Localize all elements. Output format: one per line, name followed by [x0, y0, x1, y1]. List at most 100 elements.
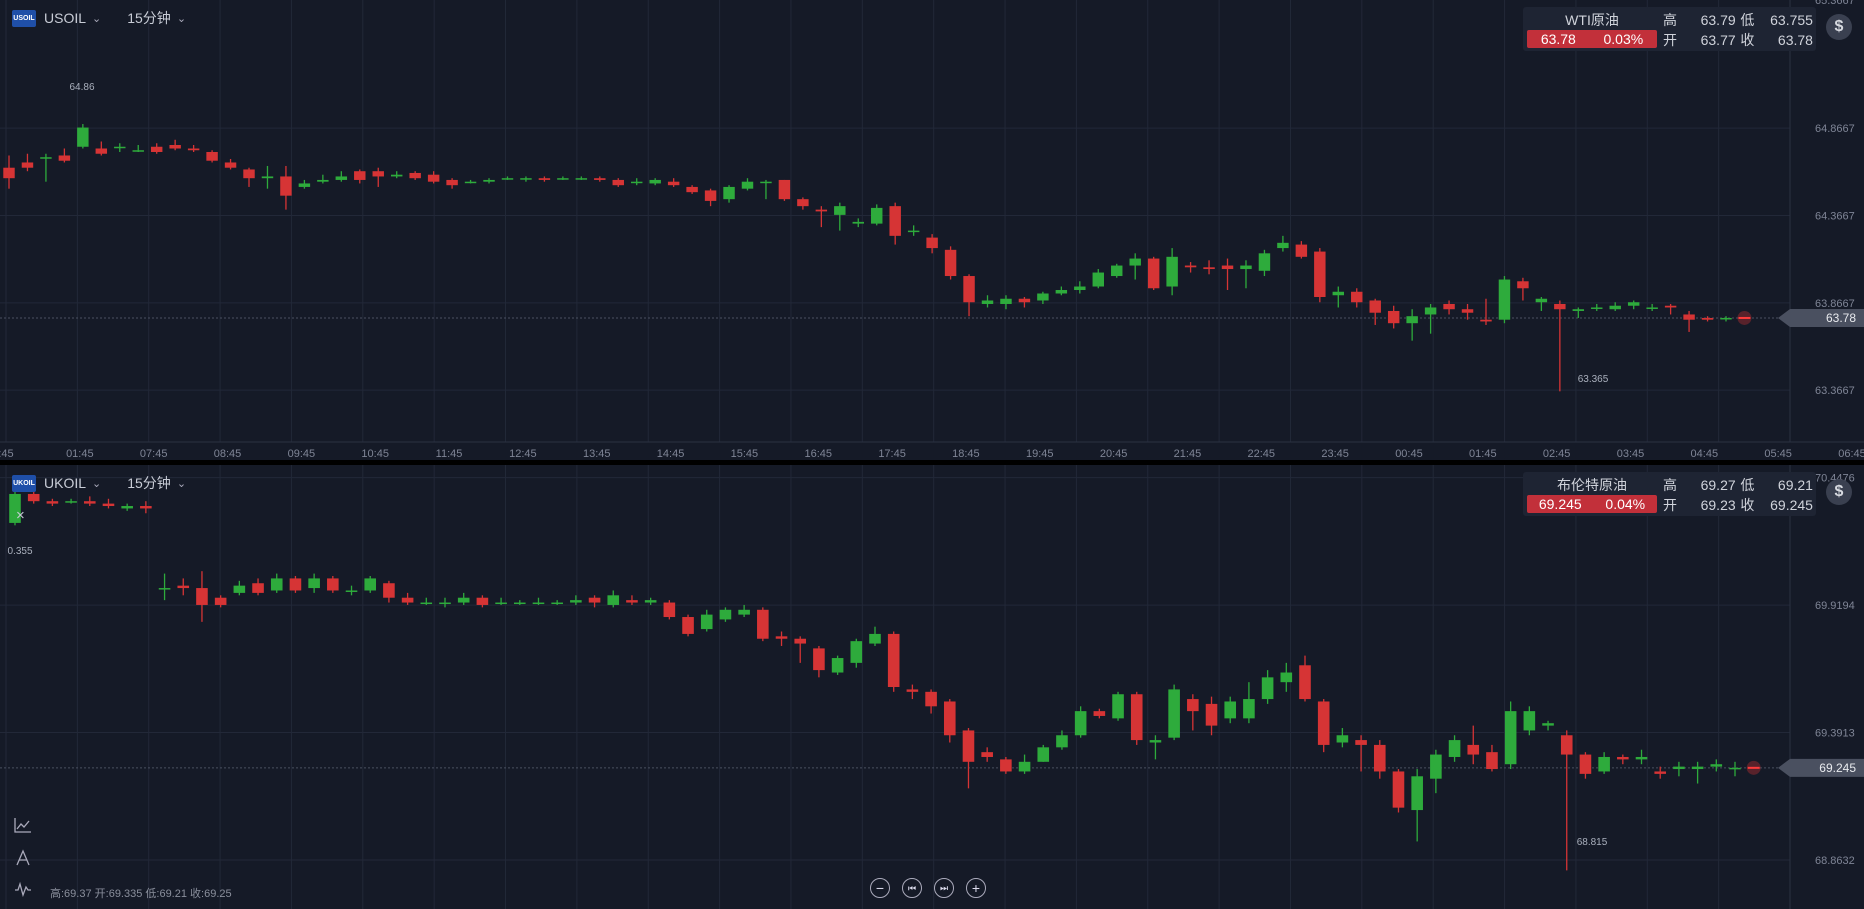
dollar-icon[interactable]: $	[1826, 479, 1852, 505]
instrument-name: 布伦特原油	[1557, 477, 1627, 493]
low-value: 63.755	[1770, 12, 1813, 28]
usoil-candlestick-chart[interactable]: 64.8667 64.3667 63.8667 63.3667:45 01:45 07:4…	[0, 0, 1864, 460]
candle-body	[1037, 747, 1050, 762]
candle-body	[420, 602, 433, 605]
close-icon[interactable]: ×	[16, 507, 25, 524]
candle-body	[612, 179, 624, 186]
x-tick-label: 11:45	[436, 448, 463, 460]
x-tick-label: 05:45	[1764, 448, 1792, 460]
zoom-in-button[interactable]: +	[966, 878, 986, 898]
chevron-down-icon: ⌄	[92, 477, 102, 490]
candle-body	[831, 658, 844, 673]
candle-body	[1000, 759, 1012, 772]
candle-body	[177, 585, 190, 589]
candle-body	[1424, 307, 1437, 315]
drawing-tool-icon[interactable]	[14, 849, 32, 872]
candle-body	[981, 300, 994, 304]
candle-body	[588, 597, 601, 603]
candle-body	[1074, 286, 1086, 291]
candle-body	[1336, 735, 1349, 743]
candle-body	[439, 602, 451, 605]
candle-body	[944, 249, 957, 277]
candle-body	[775, 636, 788, 639]
candle-body	[206, 151, 218, 161]
x-tick-label: 13:45	[583, 448, 611, 460]
candle-body	[815, 209, 828, 212]
candle-body	[1168, 689, 1180, 738]
close-value: 69.245	[1770, 497, 1813, 513]
open-value: 69.23	[1700, 497, 1736, 513]
x-tick-label: :45	[0, 448, 14, 460]
x-tick-label: 22:45	[1248, 448, 1276, 460]
candle-body	[1664, 305, 1677, 308]
low-label: 低	[1740, 12, 1755, 28]
candle-body	[1701, 317, 1714, 320]
candle-body	[1430, 754, 1442, 779]
symbol-selector[interactable]: UKOIL ⌄	[44, 475, 101, 491]
candle-body	[83, 501, 96, 504]
candle-body	[196, 588, 208, 605]
indicator-icon[interactable]	[14, 817, 32, 838]
candle-body	[1000, 298, 1012, 304]
candle-body	[1243, 699, 1255, 719]
candle-body	[476, 597, 489, 605]
ukoil-logo: UKOIL	[12, 474, 36, 492]
waveform-icon[interactable]	[14, 881, 32, 902]
interval-selector[interactable]: 15分钟 ⌄	[127, 8, 186, 28]
candle-body	[1480, 319, 1492, 322]
candle-body	[335, 176, 348, 180]
usoil-header: USOIL USOIL ⌄ 15分钟 ⌄	[12, 8, 204, 28]
candle-body	[401, 597, 414, 603]
candle-body	[354, 171, 366, 180]
ukoil-candlestick-chart[interactable]: 70.447669.919469.391368.863269.2450.3556…	[0, 465, 1864, 909]
last-price-tag	[1778, 308, 1864, 327]
symbol-selector[interactable]: USOIL ⌄	[44, 10, 101, 26]
dollar-icon[interactable]: $	[1826, 14, 1852, 40]
candle-body	[233, 585, 246, 593]
last-price-tag-label: 63.78	[1826, 311, 1856, 325]
scroll-start-button[interactable]: ⏮	[902, 878, 922, 898]
zoom-out-button[interactable]: −	[870, 878, 890, 898]
current-price: 69.245	[1538, 496, 1582, 512]
candle-body	[1147, 258, 1160, 289]
y-tick-label: 63.8667	[1815, 298, 1855, 310]
current-price: 63.78	[1540, 31, 1576, 47]
scroll-end-button[interactable]: ⏭	[934, 878, 954, 898]
candle-body	[1074, 711, 1087, 736]
chevron-down-icon: ⌄	[92, 12, 102, 25]
zoom-controls: − ⏮ ⏭ +	[870, 878, 986, 898]
x-tick-label: 09:45	[288, 448, 316, 460]
candle-body	[1112, 694, 1124, 719]
y-tick-label: 64.3667	[1815, 210, 1855, 222]
usoil-chart-panel[interactable]: 64.8667 64.3667 63.8667 63.3667:45 01:45 07:4…	[0, 0, 1864, 460]
ohlc-grid: 高 69.27 低 69.21 开 69.23 收 69.245	[1663, 475, 1813, 515]
close-label: 收	[1740, 32, 1755, 48]
candle-body	[887, 633, 900, 687]
candle-body	[224, 162, 237, 168]
candle-body	[1635, 756, 1648, 760]
y-tick-label: 69.9194	[1815, 600, 1855, 612]
x-tick-label: 17:45	[878, 448, 906, 460]
candle-body	[981, 752, 993, 757]
candle-body	[270, 578, 283, 591]
candle-body	[1542, 723, 1554, 726]
symbol-label: USOIL	[44, 10, 87, 26]
ohlc-grid: 高 63.79 低 63.755 开 63.77 收 63.78	[1663, 10, 1813, 50]
ukoil-chart-panel[interactable]: 70.447669.919469.391368.863269.2450.3556…	[0, 465, 1864, 909]
candle-body	[1411, 776, 1423, 811]
candle-body	[483, 179, 495, 182]
candle-body	[1486, 752, 1498, 770]
candle-body	[1205, 703, 1218, 726]
candle-body	[9, 493, 21, 523]
candle-body	[1535, 298, 1548, 303]
candle-body	[150, 146, 163, 152]
candle-body	[1187, 699, 1199, 712]
interval-selector[interactable]: 15分钟 ⌄	[127, 473, 186, 493]
x-tick-label: 12:45	[509, 448, 537, 460]
high-label: 高	[1663, 12, 1677, 28]
candle-body	[3, 167, 15, 179]
quote-info-box: 布伦特原油 69.245 0.04% 高 69.27 低 69.21 开 69.…	[1523, 472, 1816, 516]
ukoil-header: UKOIL UKOIL ⌄ 15分钟 ⌄	[12, 473, 204, 493]
candle-body	[551, 602, 563, 605]
candle-body	[409, 172, 421, 179]
